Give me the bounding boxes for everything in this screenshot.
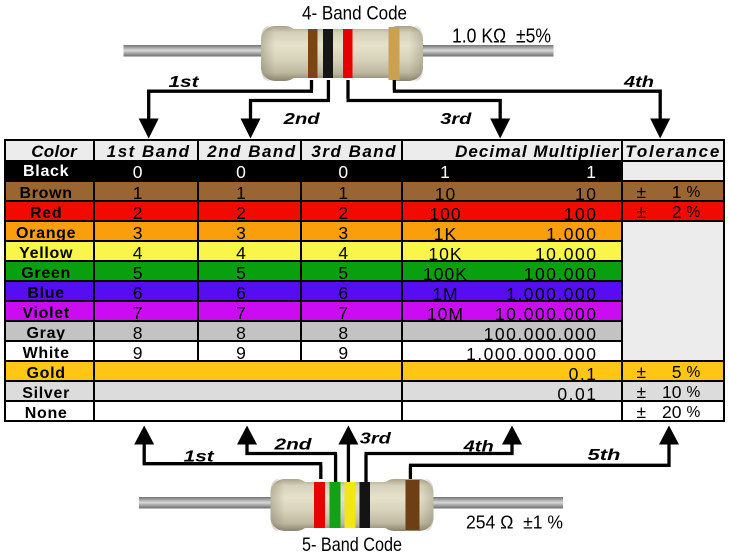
svg-text:5- Band Code: 5- Band Code — [302, 534, 402, 556]
svg-text:254 Ω ±1 %: 254 Ω ±1 % — [466, 512, 563, 533]
svg-text:4th: 4th — [623, 74, 654, 91]
svg-text:1.0 KΩ ±5%: 1.0 KΩ ±5% — [452, 26, 551, 48]
svg-text:3rd: 3rd — [440, 111, 472, 128]
svg-text:4- Band Code: 4- Band Code — [302, 3, 407, 25]
svg-text:2nd: 2nd — [282, 111, 320, 128]
svg-text:1st: 1st — [169, 74, 200, 91]
svg-text:5th: 5th — [588, 447, 621, 464]
svg-text:1st: 1st — [184, 449, 215, 466]
svg-text:3rd: 3rd — [360, 431, 392, 448]
svg-text:2nd: 2nd — [273, 437, 312, 454]
svg-text:4th: 4th — [462, 439, 493, 456]
